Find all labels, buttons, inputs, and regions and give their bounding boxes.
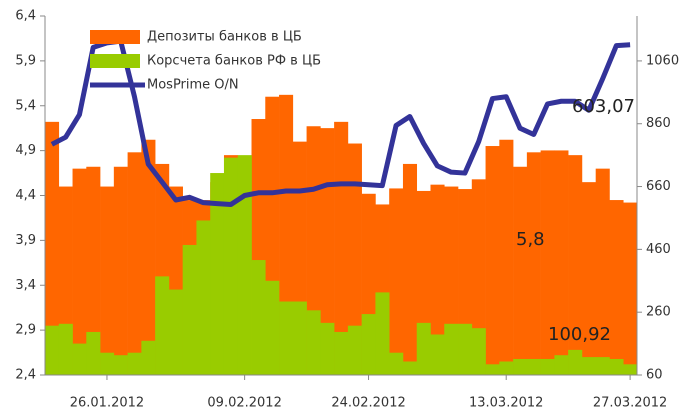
bar <box>430 334 445 375</box>
y-tick-label: 3,4 <box>15 278 36 293</box>
bar <box>210 173 225 375</box>
bar <box>141 139 156 375</box>
plot <box>45 38 638 376</box>
bar <box>72 168 87 375</box>
bar <box>347 325 362 375</box>
bar <box>471 179 486 375</box>
bar <box>499 361 514 375</box>
bar <box>127 352 142 375</box>
bar <box>45 121 60 375</box>
annotation: 5,8 <box>516 229 545 250</box>
bar <box>168 289 183 375</box>
bar <box>155 276 170 375</box>
y2-tick-label: 860 <box>646 116 671 131</box>
bar <box>402 361 418 375</box>
bar <box>58 323 73 375</box>
bar <box>196 220 211 375</box>
y2-tick-label: 460 <box>646 242 671 257</box>
bar <box>513 166 528 375</box>
bar <box>581 357 596 375</box>
bar <box>609 358 624 375</box>
bar <box>251 260 266 375</box>
y-tick-label: 5,9 <box>15 53 36 68</box>
y2-tick-label: 60 <box>646 368 663 383</box>
bar <box>86 331 101 375</box>
bar <box>402 163 418 375</box>
y-tick-label: 6,4 <box>15 9 36 24</box>
bar <box>554 150 569 375</box>
y2-tick-label: 1060 <box>646 53 679 68</box>
bar <box>609 200 624 375</box>
legend-swatch <box>90 54 140 68</box>
y-tick-label: 4,4 <box>15 188 36 203</box>
bar <box>334 331 349 375</box>
bar <box>320 322 335 375</box>
bar <box>182 244 197 375</box>
bar <box>416 322 431 375</box>
bar <box>113 355 128 375</box>
y2-tick-label: 260 <box>646 305 671 320</box>
bar <box>223 157 239 375</box>
bar <box>623 364 638 375</box>
y-tick-label: 2,4 <box>15 368 36 383</box>
bar <box>568 349 583 375</box>
bar <box>485 146 500 375</box>
x-tick-label: 09.02.2012 <box>207 396 281 411</box>
bar <box>526 358 541 375</box>
legend-label: MosPrime O/N <box>147 78 239 93</box>
bar <box>347 143 362 375</box>
bar <box>292 301 307 375</box>
bar <box>306 310 321 375</box>
annotation: 100,92 <box>548 324 611 345</box>
x-tick-label: 24.02.2012 <box>331 396 405 411</box>
y2-tick-label: 660 <box>646 179 671 194</box>
bar <box>485 364 500 375</box>
bar <box>595 357 610 375</box>
annotation: 603,07 <box>572 96 635 117</box>
bar <box>389 188 404 375</box>
bar <box>113 166 128 375</box>
bar <box>361 314 376 375</box>
y-tick-label: 4,9 <box>15 143 36 158</box>
bar <box>581 182 596 375</box>
bar <box>595 168 610 375</box>
bar <box>127 152 142 375</box>
bar <box>389 352 404 375</box>
bar <box>499 139 514 375</box>
bar <box>45 325 60 375</box>
bar <box>623 202 638 375</box>
x-tick-label: 27.03.2012 <box>593 396 667 411</box>
bar <box>540 358 555 375</box>
bar <box>72 343 87 375</box>
bar <box>540 150 555 375</box>
y-tick-label: 2,9 <box>15 323 36 338</box>
bar <box>458 323 473 375</box>
line <box>50 38 631 207</box>
bar <box>444 323 459 375</box>
legend-label: Корсчета банков РФ в ЦБ <box>147 54 321 69</box>
legend-label: Депозиты банков в ЦБ <box>147 30 302 45</box>
bar <box>430 184 445 375</box>
bar <box>100 186 115 375</box>
bar <box>100 352 115 375</box>
y-tick-label: 3,9 <box>15 233 36 248</box>
bar <box>265 280 280 375</box>
bar <box>320 128 335 375</box>
bar <box>86 166 101 375</box>
bar <box>513 358 528 375</box>
bar <box>279 301 294 375</box>
legend-swatch <box>90 30 140 44</box>
bar <box>141 340 156 375</box>
bar <box>554 355 569 375</box>
y-tick-label: 5,4 <box>15 98 36 113</box>
x-tick-label: 13.03.2012 <box>469 396 543 411</box>
bar <box>375 292 390 375</box>
bar <box>237 155 252 375</box>
bar <box>526 152 541 375</box>
x-tick-label: 26.01.2012 <box>70 396 144 411</box>
bar <box>471 328 486 375</box>
bar <box>568 155 583 375</box>
